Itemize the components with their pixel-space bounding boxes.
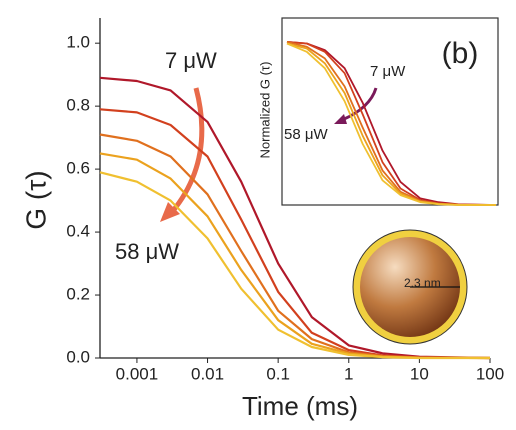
arrow: [170, 87, 205, 214]
inset-title: (b): [442, 37, 479, 70]
plot: [286, 41, 497, 206]
y-tick-label: 0.0: [66, 347, 90, 366]
annotation: 7 μW: [165, 48, 217, 73]
inset-arrow-head: [334, 114, 347, 124]
x-tick-label: 10: [410, 364, 429, 383]
x-axis-label: Time (ms): [242, 391, 358, 421]
y-axis-label: G (τ): [20, 170, 51, 229]
y-tick-label: 0.8: [66, 96, 90, 115]
x-tick-label: 0.001: [116, 364, 159, 383]
y-axis-label: Normalized G (τ): [257, 62, 272, 159]
y-tick-label: 0.4: [66, 222, 90, 241]
y-tick-label: 0.6: [66, 159, 90, 178]
annotation: 7 μW: [370, 63, 406, 80]
annotation: 58 μW: [115, 239, 179, 264]
plot: 0.0 0.2 0.4 0.6 0.8 1.0 0.001 0.01 0.1 1 10 100: [66, 18, 504, 383]
x-tick-label: 0.1: [266, 364, 290, 383]
annotation: 58 μW: [284, 126, 328, 143]
y-tick-label: 1.0: [66, 33, 90, 52]
series-line: [99, 171, 490, 360]
annotation: 2.3 nm: [404, 276, 441, 290]
x-tick-label: 0.01: [191, 364, 224, 383]
nanoparticle: [352, 229, 468, 345]
y-tick-label: 0.2: [66, 285, 90, 304]
x-tick-label: 1: [344, 364, 353, 383]
x-tick-label: 100: [476, 364, 504, 383]
arrow-head: [160, 202, 180, 222]
series-line: [99, 76, 491, 360]
series-line: [286, 42, 496, 206]
